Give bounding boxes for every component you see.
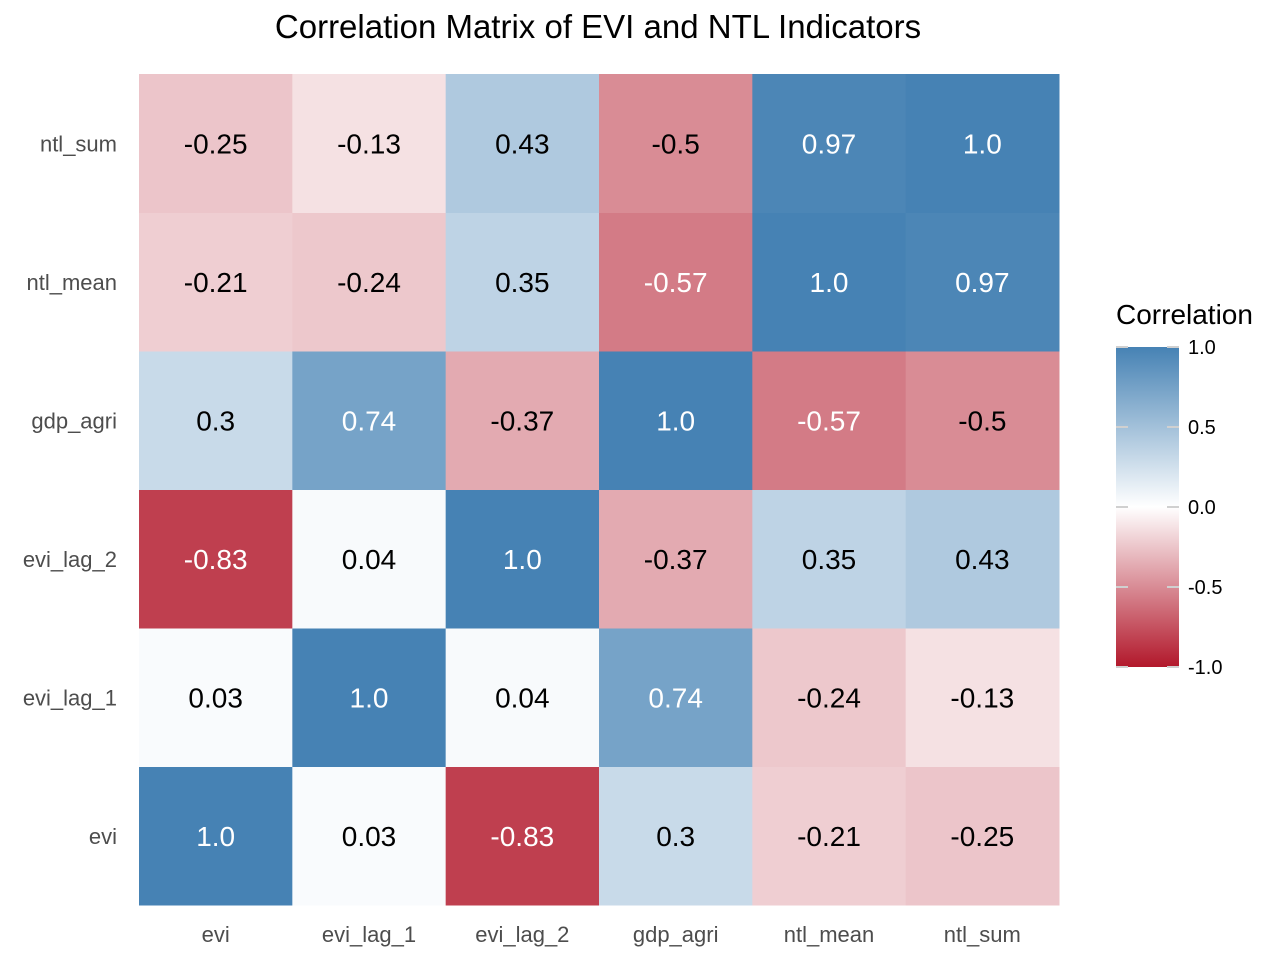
cell-value-label: -0.24 [797,682,861,713]
color-legend: Correlation 1.0 0.5 0.0 -0.5 -1.0 [1116,299,1253,679]
cell-value-label: 0.43 [495,128,550,159]
cell-value-label: 0.97 [802,128,857,159]
heatmap-cell [599,351,753,490]
heatmap-cell [905,628,1060,767]
cell-value-label: 0.74 [648,682,703,713]
legend-tick-label: 0.0 [1188,497,1216,519]
heatmap-cell [139,351,293,490]
legend-tick-label: 0.5 [1188,417,1216,439]
heatmap-cell [445,212,600,352]
cell-value-label: 1.0 [810,267,849,298]
y-axis-tick-labels: evi evi_lag_1 evi_lag_2 gdp_agri ntl_mean ntl… [23,131,117,849]
heatmap-cell [752,351,907,490]
x-tick-label: evi_lag_1 [322,922,416,947]
legend-tick-label: -1.0 [1188,657,1222,679]
heatmap-cell [905,74,1060,213]
cell-value-label: 0.35 [495,267,550,298]
x-tick-label: gdp_agri [633,922,719,947]
legend-title: Correlation [1116,299,1253,330]
cell-value-label: -0.83 [490,821,554,852]
cell-value-label: 1.0 [656,405,695,436]
cell-value-label: -0.25 [950,821,1014,852]
y-tick-label: evi [89,824,117,849]
x-tick-label: evi [202,922,230,947]
cell-value-label: -0.5 [958,405,1006,436]
cell-value-label: 0.04 [495,682,550,713]
heatmap-cell [752,766,907,906]
heatmap-cell [292,628,447,767]
cell-value-label: -0.13 [337,128,401,159]
cell-value-label: -0.21 [184,267,248,298]
heatmap-cell [445,489,600,629]
heatmap-cell [292,351,447,490]
heatmap-cell [905,351,1060,490]
cell-value-label: 0.03 [342,821,397,852]
cell-value-label: -0.24 [337,267,401,298]
cell-value-label: -0.25 [184,128,248,159]
heatmap-cell [599,489,753,629]
heatmap-cell [292,766,447,906]
x-tick-label: ntl_sum [944,922,1021,947]
heatmap-cell [599,212,753,352]
heatmap-cell [139,74,293,213]
cell-value-label: 0.03 [188,682,243,713]
heatmap-cell [905,212,1060,352]
heatmap-cell [292,74,447,213]
y-tick-label: evi_lag_1 [23,685,117,710]
y-tick-label: gdp_agri [31,408,117,433]
cell-value-label: -0.83 [184,544,248,575]
cell-value-label: 1.0 [503,544,542,575]
heatmap-cells [139,74,1060,906]
cell-value-label: 1.0 [350,682,389,713]
heatmap-cell [292,489,447,629]
cell-value-label: -0.37 [644,544,708,575]
heatmap-cell [599,766,753,906]
cell-value-label: -0.57 [797,405,861,436]
heatmap-cell [139,628,293,767]
heatmap-cell [752,489,907,629]
heatmap-cell [292,212,447,352]
chart-title: Correlation Matrix of EVI and NTL Indica… [275,8,921,45]
cell-value-label: 0.74 [342,405,397,436]
cell-value-label: -0.57 [644,267,708,298]
heatmap-cell [905,766,1060,906]
cell-value-label: -0.37 [490,405,554,436]
cell-value-label: -0.5 [652,128,700,159]
cell-value-label: 0.3 [196,405,235,436]
heatmap-cell [139,212,293,352]
cell-value-label: 0.35 [802,544,857,575]
y-tick-label: ntl_mean [26,270,117,295]
cell-value-label: 0.04 [342,544,397,575]
x-axis-tick-labels: evi evi_lag_1 evi_lag_2 gdp_agri ntl_mean ntl… [202,922,1021,947]
heatmap-cell [752,628,907,767]
heatmap-cell [139,766,293,906]
cell-value-label: -0.13 [950,682,1014,713]
heatmap-cell [752,74,907,213]
cell-value-label: 0.3 [656,821,695,852]
cell-value-label: -0.21 [797,821,861,852]
heatmap-cell [599,628,753,767]
cell-value-label: 1.0 [196,821,235,852]
heatmap-cell [445,766,600,906]
cell-value-label: 0.97 [955,267,1010,298]
heatmap-cell [752,212,907,352]
y-tick-label: evi_lag_2 [23,547,117,572]
x-tick-label: evi_lag_2 [475,922,569,947]
legend-tick-label: 1.0 [1188,337,1216,359]
heatmap-cell [905,489,1060,629]
x-tick-label: ntl_mean [784,922,875,947]
heatmap-cell [599,74,753,213]
heatmap-cell [445,628,600,767]
y-tick-label: ntl_sum [40,131,117,156]
legend-tick-marks: 1.0 0.5 0.0 -0.5 -1.0 [1116,337,1222,679]
cell-value-label: 0.43 [955,544,1010,575]
heatmap-cell [445,74,600,213]
heatmap-cell-labels: 1.0 0.03 -0.83 0.3 -0.21 -0.25 0.03 1.0 0.04 0.74… [184,128,1014,852]
heatmap-cell [139,489,293,629]
legend-tick-label: -0.5 [1188,577,1222,599]
cell-value-label: 1.0 [963,128,1002,159]
heatmap-cell [445,351,600,490]
